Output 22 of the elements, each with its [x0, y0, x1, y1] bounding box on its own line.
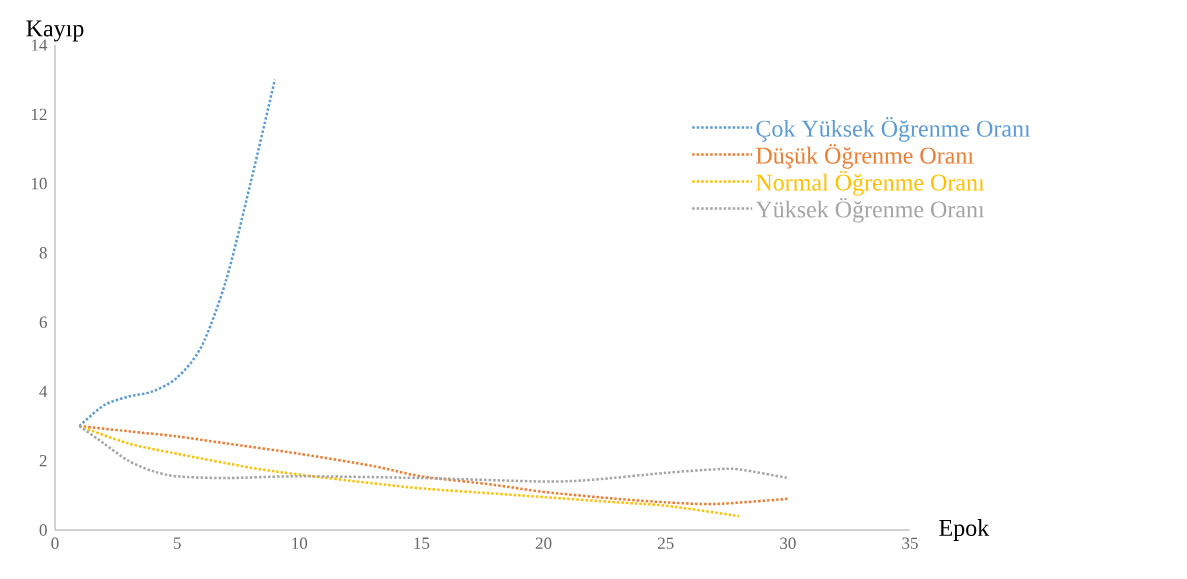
y-tick-label: 8: [39, 247, 47, 259]
x-tick-label: 15: [414, 537, 430, 549]
x-tick-label: 35: [902, 537, 918, 549]
y-tick-label: 10: [31, 177, 47, 190]
legend-label: Normal Öğrenme Oranı: [756, 170, 985, 196]
line-series: [78, 424, 790, 483]
x-tick-label: 20: [535, 537, 552, 550]
legend-label: Çok Yüksek Öğrenme Oranı: [756, 117, 1031, 142]
legend-label: Düşük Öğrenme Oranı: [756, 144, 974, 169]
x-axis-title: Epok: [939, 519, 990, 541]
line-series: [78, 424, 790, 506]
y-tick-label: 2: [39, 455, 47, 467]
y-tick-label: 0: [39, 524, 47, 536]
x-tick-label: 30: [780, 537, 796, 550]
y-tick-label: 4: [39, 385, 48, 398]
x-tick-label: 25: [657, 537, 674, 549]
x-tick-label: 5: [173, 537, 181, 549]
x-tick-label: 10: [292, 537, 308, 550]
y-tick-label: 12: [31, 108, 47, 120]
x-tick-label: 0: [51, 537, 59, 550]
legend-label: Yüksek Öğrenme Oranı: [755, 197, 985, 223]
y-tick-label: 6: [39, 316, 47, 328]
